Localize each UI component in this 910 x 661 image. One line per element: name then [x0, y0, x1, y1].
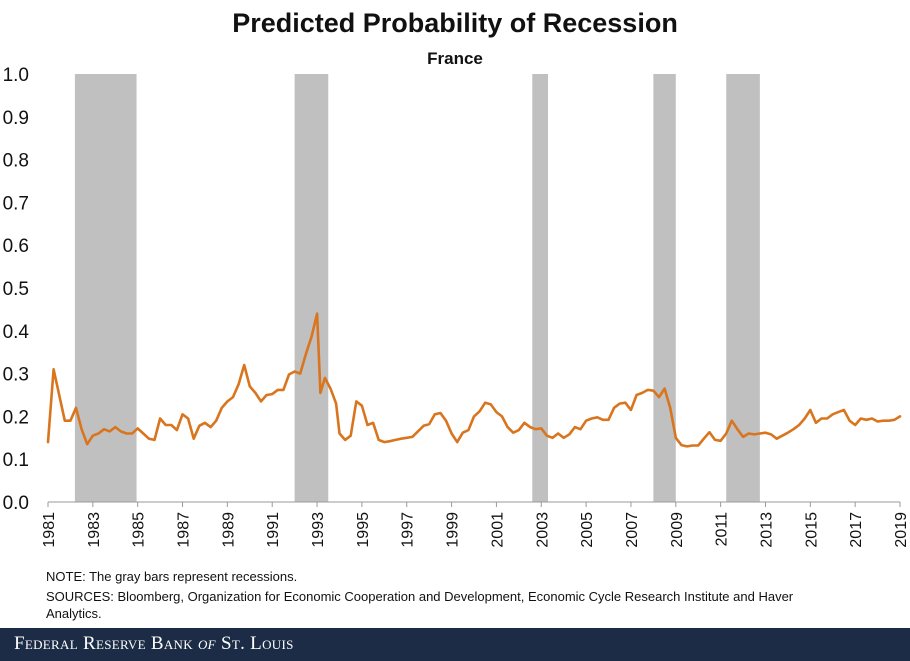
y-tick-label: 0.0: [3, 493, 29, 514]
x-tick-label: 2001: [489, 512, 506, 548]
y-tick-label: 0.1: [3, 450, 29, 471]
x-tick-label: 1981: [41, 512, 58, 548]
y-tick-label: 0.5: [3, 279, 29, 300]
footer-bar: Federal Reserve Bank of St. Louis: [0, 628, 910, 661]
y-tick-label: 0.3: [3, 365, 29, 386]
x-tick-label: 1999: [445, 512, 462, 548]
y-tick-label: 0.8: [3, 151, 29, 172]
footer-text-pre: Federal Reserve Bank: [14, 633, 198, 654]
x-tick-label: 1993: [310, 512, 327, 548]
y-tick-label: 0.2: [3, 407, 29, 428]
x-tick-label: 1985: [131, 512, 148, 548]
y-tick-labels: 0.0 0.1 0.2 0.3 0.4 0.5 0.6 0.7 0.8 0.9 1.0: [3, 65, 30, 514]
x-tick-label: 2009: [669, 512, 686, 548]
probability-series: [46, 312, 902, 448]
x-tick-label: 2005: [579, 512, 596, 548]
x-tick-label: 2015: [803, 512, 820, 548]
y-tick-label: 0.7: [3, 193, 29, 214]
x-tick-label: 1997: [400, 512, 417, 548]
recession-bar-3: [653, 74, 676, 502]
chart-title: Predicted Probability of Recession: [232, 8, 678, 38]
series-line-0: [46, 312, 902, 448]
recession-bar-1: [294, 74, 329, 502]
x-tick-label: 1995: [355, 512, 372, 548]
y-tick-label: 0.9: [3, 108, 29, 129]
y-tick-label: 0.4: [3, 322, 30, 343]
recession-bar-2: [532, 74, 548, 502]
recession-probability-chart: 0.00.10.20.30.40.50.60.70.80.91.0 1981 19…: [3, 65, 910, 548]
x-tick-label: 1989: [220, 512, 237, 548]
footer-logo-text: Federal Reserve Bank of St. Louis: [14, 633, 294, 655]
x-tick-label: 1987: [176, 512, 193, 548]
y-tick-label: 1.0: [3, 65, 29, 86]
sources-text-line2: Analytics.: [46, 606, 102, 621]
axes: [47, 501, 901, 507]
x-tick-label: 2007: [624, 512, 641, 548]
x-tick-label: 2013: [758, 512, 775, 548]
note-text: NOTE: The gray bars represent recessions…: [46, 569, 298, 584]
x-tick-label: 2011: [714, 512, 731, 547]
recession-bar-4: [726, 74, 760, 502]
x-tick-label: 2017: [848, 512, 865, 548]
x-tick-label: 2019: [893, 512, 910, 548]
y-tick-label: 0.6: [3, 236, 29, 257]
x-tick-label: 1983: [86, 512, 103, 548]
footer-text-of: of: [197, 633, 216, 654]
x-tick-label: 2003: [534, 512, 551, 548]
x-tick-labels: 1981 1983 1985 1987 1989 1991 1993 1995 1997 1999…: [41, 512, 910, 548]
recession-bars: [74, 74, 760, 502]
sources-text-line1: SOURCES: Bloomberg, Organization for Eco…: [46, 589, 794, 604]
chart-subtitle: France: [427, 49, 483, 68]
footer-text-post: St. Louis: [215, 633, 294, 654]
x-tick-label: 1991: [265, 512, 282, 548]
